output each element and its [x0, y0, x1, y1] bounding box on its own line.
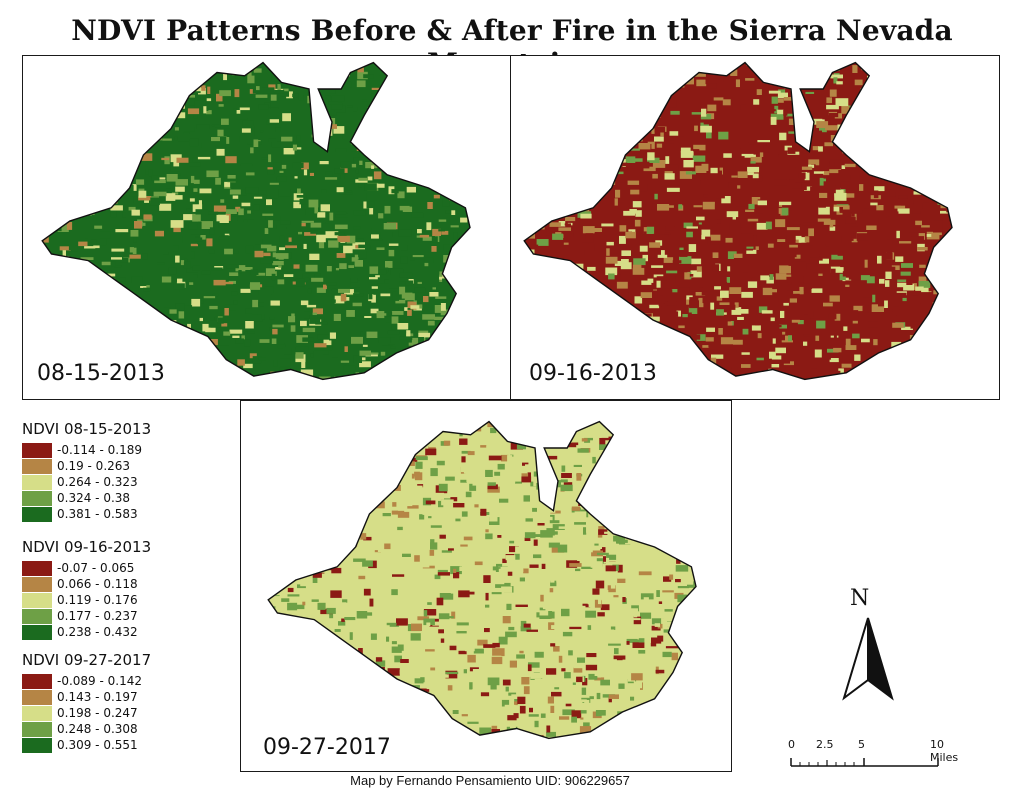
legend-label: 0.309 - 0.551 — [57, 738, 138, 752]
legend-label: 0.119 - 0.176 — [57, 593, 138, 607]
map-panel-after: 09-16-2013 — [510, 55, 1000, 400]
burn-area-boundary — [523, 61, 953, 381]
legend-row: 0.119 - 0.176 — [22, 592, 151, 608]
legend-row: -0.089 - 0.142 — [22, 673, 151, 689]
panel-date-label: 09-16-2013 — [529, 361, 657, 386]
legend-label: 0.381 - 0.583 — [57, 507, 138, 521]
legend-row: 0.324 - 0.38 — [22, 490, 151, 506]
legend-swatch — [22, 624, 52, 640]
legend-swatch — [22, 474, 52, 490]
legend-ndvi-2013-08: NDVI 08-15-2013 -0.114 - 0.189 0.19 - 0.2… — [22, 420, 151, 522]
legend-swatch — [22, 576, 52, 592]
map-panel-before: 08-15-2013 — [22, 55, 512, 400]
scale-bar: 0 2.5 5 10 Miles — [788, 738, 958, 778]
legend-swatch — [22, 737, 52, 753]
burn-area-boundary — [41, 61, 471, 381]
legend-label: 0.066 - 0.118 — [57, 577, 138, 591]
legend-swatch — [22, 673, 52, 689]
legend-swatch — [22, 721, 52, 737]
legend-label: 0.19 - 0.263 — [57, 459, 131, 473]
legend-row: 0.248 - 0.308 — [22, 721, 151, 737]
legend-row: -0.114 - 0.189 — [22, 442, 151, 458]
legend-row: 0.19 - 0.263 — [22, 458, 151, 474]
north-label: N — [850, 586, 870, 611]
legend-label: 0.238 - 0.432 — [57, 625, 138, 639]
legend-row: 0.177 - 0.237 — [22, 608, 151, 624]
legend-swatch — [22, 506, 52, 522]
burn-area-map-after — [523, 61, 953, 381]
legend-row: -0.07 - 0.065 — [22, 560, 151, 576]
legend-swatch — [22, 689, 52, 705]
legend-row: 0.238 - 0.432 — [22, 624, 151, 640]
legend-ndvi-2017-09: NDVI 09-27-2017 -0.089 - 0.142 0.143 - 0.… — [22, 651, 151, 753]
map-credit: Map by Fernando Pensamiento UID: 9062296… — [350, 773, 630, 788]
legend-rows: -0.07 - 0.065 0.066 - 0.118 0.119 - 0.176 0… — [22, 560, 151, 640]
legend-label: -0.089 - 0.142 — [57, 674, 142, 688]
legend-swatch — [22, 560, 52, 576]
scale-tick-label: 10 Miles — [930, 738, 959, 764]
legend-title: NDVI 08-15-2013 — [22, 420, 152, 438]
legend-label: 0.264 - 0.323 — [57, 475, 138, 489]
scale-tick-label: 2.5 — [816, 738, 834, 751]
legend-label: 0.324 - 0.38 — [57, 491, 131, 505]
legend-label: 0.143 - 0.197 — [57, 690, 138, 704]
legend-swatch — [22, 705, 52, 721]
legend-swatch — [22, 490, 52, 506]
map-panel-recovery: 09-27-2017 — [240, 400, 732, 772]
legend-rows: -0.089 - 0.142 0.143 - 0.197 0.198 - 0.247… — [22, 673, 151, 753]
legend-row: 0.143 - 0.197 — [22, 689, 151, 705]
legend-swatch — [22, 592, 52, 608]
legend-ndvi-2013-09: NDVI 09-16-2013 -0.07 - 0.065 0.066 - 0.1… — [22, 538, 151, 640]
legend-label: -0.07 - 0.065 — [57, 561, 135, 575]
legend-row: 0.066 - 0.118 — [22, 576, 151, 592]
legend-label: 0.198 - 0.247 — [57, 706, 138, 720]
panel-date-label: 08-15-2013 — [37, 361, 165, 386]
legend-title: NDVI 09-16-2013 — [22, 538, 152, 556]
legend-row: 0.309 - 0.551 — [22, 737, 151, 753]
scale-tick-label: 0 — [788, 738, 795, 751]
scale-bar-graphic — [790, 758, 939, 767]
burn-area-boundary — [267, 420, 697, 740]
burn-area-map-recovery — [267, 420, 697, 740]
legend-row: 0.198 - 0.247 — [22, 705, 151, 721]
scale-tick-label: 5 — [858, 738, 865, 751]
panel-date-label: 09-27-2017 — [263, 735, 391, 760]
legend-label: 0.248 - 0.308 — [57, 722, 138, 736]
legend-title: NDVI 09-27-2017 — [22, 651, 152, 669]
legend-rows: -0.114 - 0.189 0.19 - 0.263 0.264 - 0.323 0… — [22, 442, 151, 522]
north-arrow-icon — [842, 617, 894, 701]
legend-label: 0.177 - 0.237 — [57, 609, 138, 623]
legend-swatch — [22, 442, 52, 458]
legend-swatch — [22, 458, 52, 474]
legend-row: 0.381 - 0.583 — [22, 506, 151, 522]
legend-label: -0.114 - 0.189 — [57, 443, 142, 457]
legend-row: 0.264 - 0.323 — [22, 474, 151, 490]
legend-swatch — [22, 608, 52, 624]
burn-area-map-before — [41, 61, 471, 381]
